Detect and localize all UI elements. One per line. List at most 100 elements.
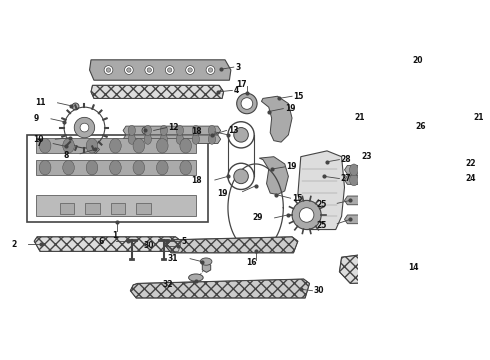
Ellipse shape [63,139,74,153]
Ellipse shape [208,134,216,144]
Bar [388,119,409,129]
Bar [36,194,196,216]
Ellipse shape [144,125,151,136]
Text: 12: 12 [168,123,179,132]
Ellipse shape [349,174,358,186]
Circle shape [237,93,257,114]
Ellipse shape [128,125,135,136]
Text: 28: 28 [341,155,351,164]
Text: 2: 2 [11,240,17,249]
Ellipse shape [156,139,168,153]
Circle shape [234,169,248,184]
Ellipse shape [128,134,135,144]
Polygon shape [298,151,344,230]
Bar [72,144,79,149]
Circle shape [74,117,95,138]
Circle shape [145,66,154,75]
Circle shape [147,68,151,72]
Text: 18: 18 [191,176,202,185]
Text: 14: 14 [409,263,419,272]
Text: 8: 8 [63,151,69,160]
Ellipse shape [442,174,451,186]
Text: 5: 5 [181,237,187,246]
Polygon shape [91,85,223,98]
Circle shape [168,68,172,72]
Polygon shape [165,237,298,253]
Ellipse shape [388,114,409,123]
Polygon shape [123,126,220,135]
Text: 13: 13 [228,126,239,135]
Circle shape [292,201,321,230]
Circle shape [299,208,314,222]
Text: 29: 29 [252,213,263,222]
Text: 22: 22 [466,159,476,168]
Polygon shape [130,279,310,298]
Text: 16: 16 [246,258,256,267]
Ellipse shape [380,174,389,186]
Ellipse shape [192,134,199,144]
Circle shape [241,98,253,109]
Bar [27,135,208,222]
Bar [36,160,196,175]
Bar [79,144,86,149]
Polygon shape [262,96,292,142]
Bar [136,203,151,213]
Circle shape [104,66,113,75]
Ellipse shape [160,125,168,136]
Polygon shape [123,135,220,144]
Bar [444,119,460,127]
Ellipse shape [133,139,145,153]
Text: 31: 31 [168,254,178,263]
Text: 25: 25 [317,200,327,209]
Polygon shape [344,215,458,224]
Text: 20: 20 [412,56,422,65]
Text: 7: 7 [36,139,42,148]
Text: 21: 21 [473,113,484,122]
Text: 3: 3 [235,63,241,72]
Ellipse shape [444,115,460,122]
Bar [117,144,123,149]
Polygon shape [259,157,289,194]
Ellipse shape [160,134,168,144]
Text: 9: 9 [34,114,39,123]
Polygon shape [340,251,400,283]
Ellipse shape [380,164,389,176]
Bar [111,203,125,213]
Bar [102,144,109,149]
Circle shape [188,68,192,72]
Polygon shape [344,196,458,205]
Bar [60,203,74,213]
Bar [95,144,101,149]
Ellipse shape [200,258,212,265]
Ellipse shape [176,125,184,136]
Circle shape [186,66,195,75]
Circle shape [208,68,213,72]
Ellipse shape [365,174,374,186]
Text: 4: 4 [234,86,239,95]
Ellipse shape [396,174,405,186]
Bar [85,203,100,213]
Circle shape [165,66,174,75]
Text: 19: 19 [286,162,297,171]
Ellipse shape [208,125,216,136]
Ellipse shape [144,134,151,144]
Text: 24: 24 [466,174,476,183]
Text: 18: 18 [191,127,202,136]
Ellipse shape [110,160,121,175]
Text: 32: 32 [162,280,172,289]
Ellipse shape [110,139,121,153]
Circle shape [206,66,215,75]
Ellipse shape [39,139,51,153]
Bar [131,144,138,149]
Ellipse shape [133,160,145,175]
Circle shape [80,123,89,132]
Ellipse shape [192,125,199,136]
Text: 23: 23 [362,152,372,161]
Ellipse shape [411,174,420,186]
Ellipse shape [180,139,192,153]
Text: 15: 15 [294,92,304,101]
Ellipse shape [427,174,436,186]
Ellipse shape [411,164,420,176]
Bar [65,144,72,149]
Bar [109,144,116,149]
